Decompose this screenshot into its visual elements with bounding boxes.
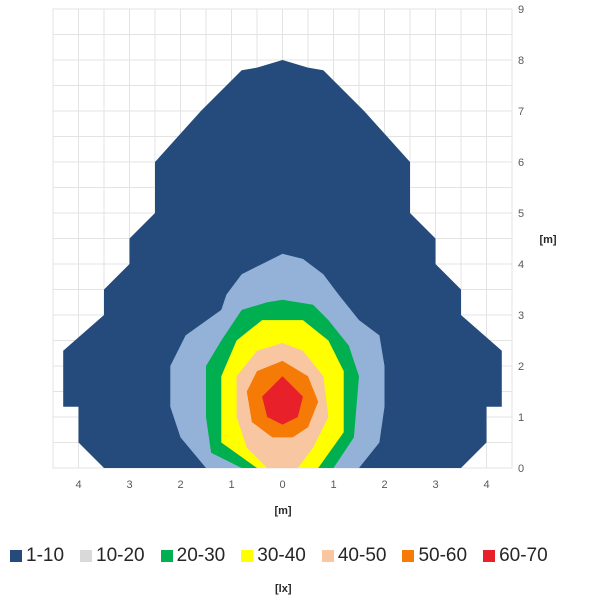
y-tick-label: 2 bbox=[518, 361, 524, 373]
legend-label: 10-20 bbox=[96, 545, 145, 566]
y-tick-label: 0 bbox=[518, 463, 524, 475]
legend-item: 10-20 bbox=[80, 545, 145, 567]
y-tick-label: 4 bbox=[518, 259, 524, 271]
y-tick-label: 8 bbox=[518, 55, 524, 67]
legend-swatch bbox=[402, 550, 415, 562]
legend-label: 60-70 bbox=[499, 545, 548, 566]
x-tick-label: 1 bbox=[228, 479, 234, 491]
legend-label: 20-30 bbox=[176, 545, 226, 566]
legend-swatch bbox=[321, 550, 334, 562]
legend-swatch bbox=[160, 550, 173, 562]
x-tick-label: 0 bbox=[279, 479, 285, 491]
legend-label: 1-10 bbox=[26, 545, 65, 566]
legend-item: 1-10 bbox=[10, 545, 64, 567]
legend-item: 40-50 bbox=[321, 545, 387, 567]
x-tick-label: 3 bbox=[126, 479, 132, 491]
legend-swatch bbox=[241, 550, 254, 562]
contour-chart: 4 3 2 1 0 1 2 3 4 0 1 2 3 4 5 6 7 8 9 [m] [m] bbox=[52, 4, 557, 517]
contour-regions bbox=[63, 60, 502, 468]
legend-swatch bbox=[10, 550, 22, 562]
x-tick-label: 3 bbox=[432, 479, 438, 491]
x-tick-label: 1 bbox=[330, 479, 336, 491]
y-tick-label: 5 bbox=[518, 208, 524, 220]
y-tick-label: 1 bbox=[518, 412, 524, 424]
x-axis-unit: [m] bbox=[274, 505, 291, 517]
y-tick-label: 9 bbox=[518, 4, 524, 16]
contour-band-60-70 bbox=[262, 376, 303, 425]
legend-item: 20-30 bbox=[160, 545, 226, 567]
legend-unit: [lx] bbox=[275, 583, 292, 595]
y-axis-unit: [m] bbox=[539, 234, 556, 246]
legend-label: 40-50 bbox=[337, 545, 387, 566]
legend-swatch bbox=[80, 550, 93, 562]
y-axis-ticks: 0 1 2 3 4 5 6 7 8 9 bbox=[518, 4, 524, 475]
legend-item: 50-60 bbox=[402, 545, 467, 567]
x-tick-label: 2 bbox=[381, 479, 387, 491]
legend-label: 50-60 bbox=[418, 545, 468, 566]
legend-label: 30-40 bbox=[257, 545, 306, 566]
y-tick-label: 6 bbox=[518, 157, 524, 169]
legend: 1-10 10-20 20-30 30-40 40-50 50-60 60-70 bbox=[10, 543, 590, 569]
legend-swatch bbox=[483, 550, 496, 562]
x-tick-label: 2 bbox=[177, 479, 183, 491]
y-tick-label: 7 bbox=[518, 106, 524, 118]
legend-item: 30-40 bbox=[241, 545, 306, 567]
x-tick-label: 4 bbox=[75, 479, 81, 491]
x-axis-ticks: 4 3 2 1 0 1 2 3 4 bbox=[75, 479, 489, 491]
y-tick-label: 3 bbox=[518, 310, 524, 322]
x-tick-label: 4 bbox=[483, 479, 489, 491]
legend-item: 60-70 bbox=[483, 545, 548, 567]
